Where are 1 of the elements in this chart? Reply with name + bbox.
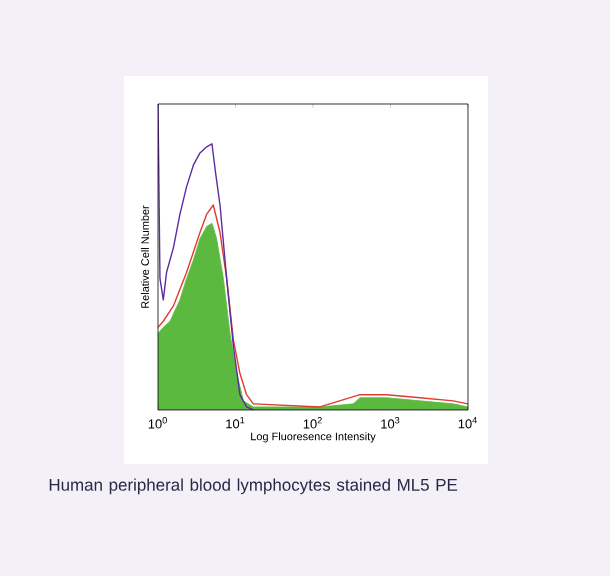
text: Human peripheral blood lymphocytes stained ML5 PE: [49, 478, 458, 495]
